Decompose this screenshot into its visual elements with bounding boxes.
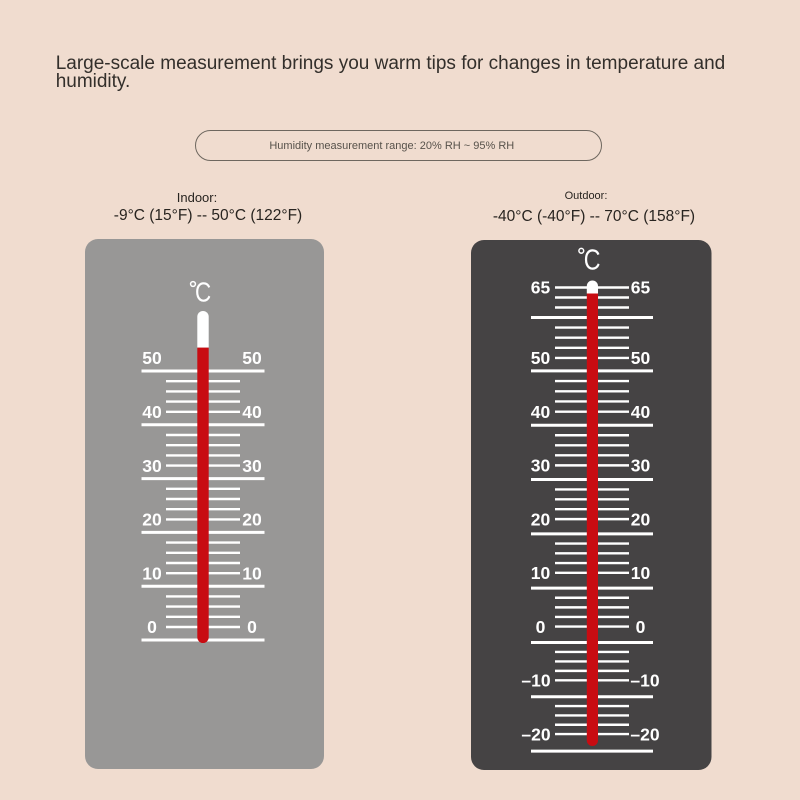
svg-text:50: 50 (630, 348, 650, 368)
svg-text:30: 30 (630, 455, 650, 475)
svg-text:20: 20 (630, 509, 650, 529)
svg-text:10: 10 (630, 563, 650, 583)
svg-text:–20: –20 (521, 724, 550, 744)
svg-text:10: 10 (242, 563, 262, 583)
svg-text:–20: –20 (630, 724, 659, 744)
svg-text:65: 65 (630, 277, 650, 297)
svg-text:40: 40 (242, 402, 262, 422)
svg-text:20: 20 (142, 510, 162, 530)
svg-text:65: 65 (530, 277, 550, 297)
svg-text:0: 0 (147, 617, 157, 637)
svg-text:30: 30 (142, 456, 162, 476)
svg-text:20: 20 (530, 509, 550, 529)
svg-text:30: 30 (242, 456, 262, 476)
svg-text:–10: –10 (630, 670, 659, 690)
svg-text:0: 0 (247, 617, 257, 637)
svg-text:40: 40 (630, 401, 650, 421)
svg-text:50: 50 (142, 348, 162, 368)
svg-text:10: 10 (530, 563, 550, 583)
svg-text:0: 0 (535, 616, 545, 636)
svg-text:10: 10 (142, 563, 162, 583)
svg-text:C: C (583, 242, 600, 275)
svg-text:50: 50 (530, 348, 550, 368)
svg-text:0: 0 (635, 616, 645, 636)
svg-text:50: 50 (242, 348, 262, 368)
svg-text:40: 40 (530, 401, 550, 421)
svg-text:C: C (195, 277, 211, 308)
svg-text:–10: –10 (521, 670, 550, 690)
svg-text:20: 20 (242, 510, 262, 530)
svg-text:40: 40 (142, 402, 162, 422)
svg-text:30: 30 (530, 455, 550, 475)
